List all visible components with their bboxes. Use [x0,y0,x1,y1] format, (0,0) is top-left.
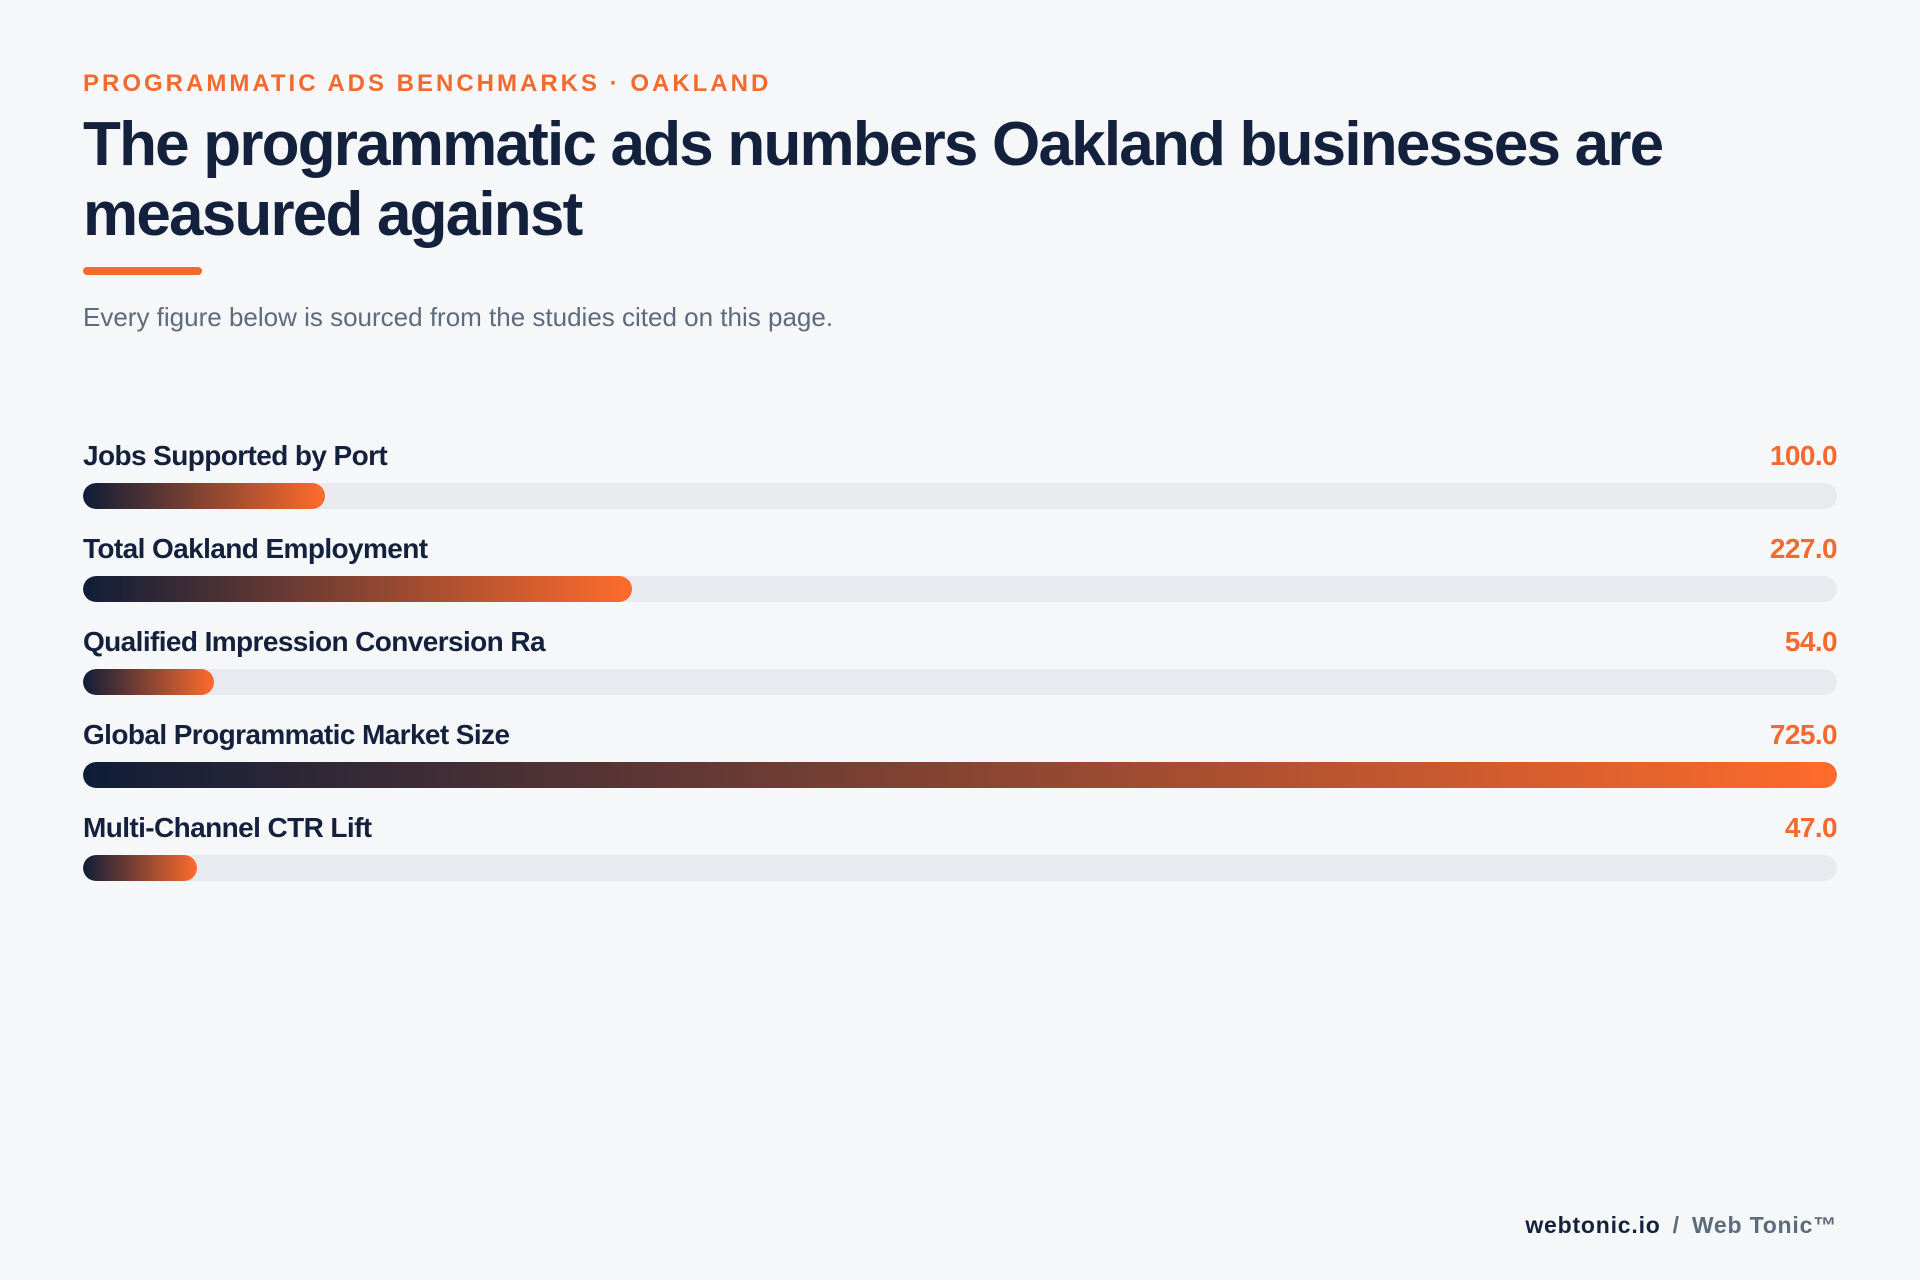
bar-row: Jobs Supported by Port 100.0 [83,436,1838,529]
bar-row: Global Programmatic Market Size 725.0 [83,715,1838,808]
bar-label: Multi-Channel CTR Lift [83,812,372,843]
bar-label: Jobs Supported by Port [83,440,388,471]
bar-label: Qualified Impression Conversion Ra [83,626,546,657]
bar-row: Multi-Channel CTR Lift 47.0 [83,808,1838,901]
eyebrow-label: PROGRAMMATIC ADS BENCHMARKS · OAKLAND [83,70,772,97]
bar-row: Total Oakland Employment 227.0 [83,529,1838,622]
bar-track [83,576,1837,602]
footer-site[interactable]: webtonic.io [1525,1212,1661,1238]
bar-track [83,762,1837,788]
bar-chart: Jobs Supported by Port 100.0 Total Oakland… [83,436,1838,901]
footer-credit: webtonic.io / Web Tonic™ [1525,1212,1837,1239]
footer-brand: Web Tonic™ [1691,1212,1837,1238]
bar-track [83,483,1837,509]
footer-separator: / [1672,1212,1680,1238]
title-underline [83,267,202,275]
bar-label: Total Oakland Employment [83,533,428,564]
bar-fill [83,762,1837,788]
bar-value-label: 47.0 [1784,812,1838,843]
bar-value-label: 725.0 [1769,719,1838,750]
bar-fill [83,855,197,881]
bar-fill [83,576,633,602]
bar-track [83,855,1837,881]
bar-track [83,669,1837,695]
bar-label: Global Programmatic Market Size [83,719,510,750]
bar-fill [83,669,214,695]
bar-row: Qualified Impression Conversion Ra 54.0 [83,622,1838,715]
page-subtitle: Every figure below is sourced from the s… [83,302,834,332]
bar-value-label: 100.0 [1769,440,1838,471]
bar-fill [83,483,325,509]
bar-value-label: 227.0 [1769,533,1838,564]
bar-value-label: 54.0 [1784,626,1838,657]
page-title: The programmatic ads numbers Oakland bus… [83,110,1664,249]
